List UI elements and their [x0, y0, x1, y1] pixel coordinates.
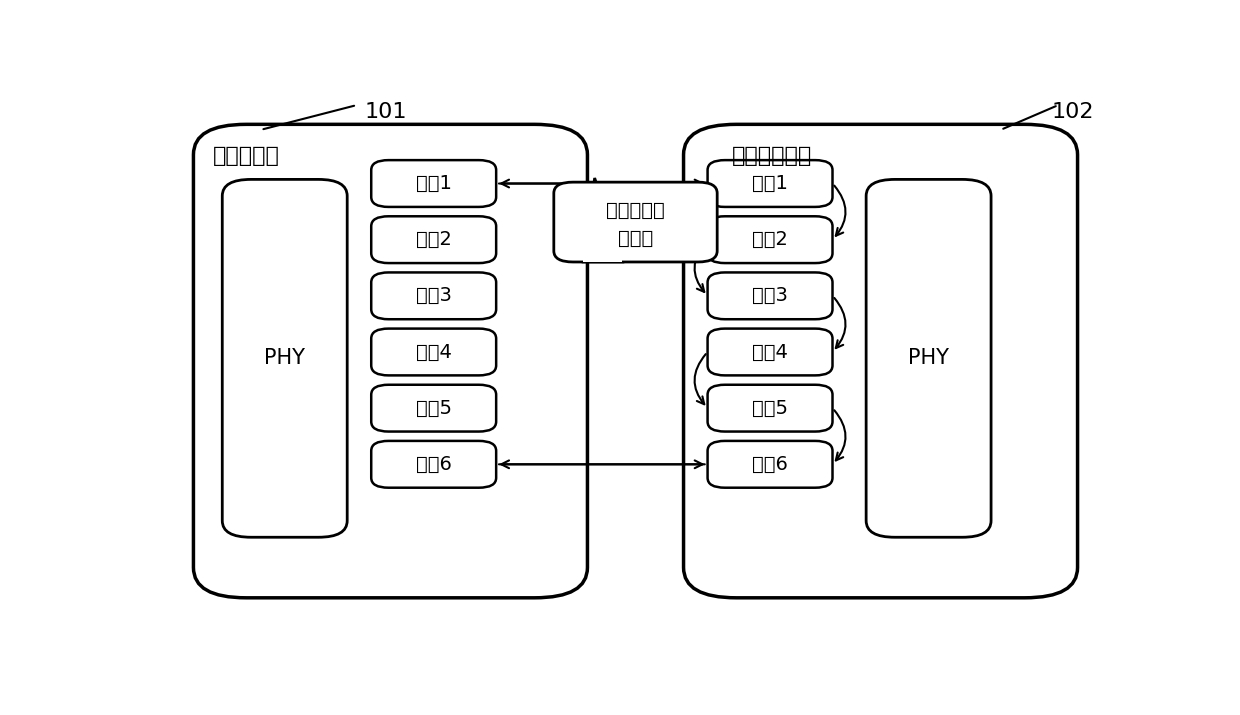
Text: 端口6: 端口6: [753, 455, 787, 474]
FancyBboxPatch shape: [371, 272, 496, 319]
Text: PHY: PHY: [908, 348, 949, 368]
FancyArrowPatch shape: [835, 186, 846, 236]
FancyArrowPatch shape: [694, 354, 706, 404]
FancyBboxPatch shape: [708, 329, 832, 375]
Text: 端口1: 端口1: [415, 174, 451, 193]
FancyBboxPatch shape: [708, 385, 832, 432]
FancyBboxPatch shape: [371, 329, 496, 375]
FancyArrowPatch shape: [694, 242, 706, 292]
Text: 线缆或光纤: 线缆或光纤: [606, 201, 665, 220]
Text: 端口1: 端口1: [753, 174, 787, 193]
Text: 端口3: 端口3: [415, 286, 451, 305]
FancyBboxPatch shape: [554, 182, 717, 262]
Text: 网络测试仳: 网络测试仳: [213, 147, 279, 167]
FancyBboxPatch shape: [371, 385, 496, 432]
Text: 端口2: 端口2: [753, 230, 787, 250]
FancyBboxPatch shape: [708, 160, 832, 207]
Text: 端口2: 端口2: [415, 230, 451, 250]
FancyBboxPatch shape: [708, 441, 832, 488]
Text: 101: 101: [365, 102, 407, 122]
FancyBboxPatch shape: [866, 179, 991, 537]
FancyBboxPatch shape: [708, 216, 832, 263]
FancyBboxPatch shape: [193, 124, 588, 598]
Text: 端口3: 端口3: [753, 286, 787, 305]
Text: 端口5: 端口5: [751, 399, 789, 418]
Text: 被测网络设备: 被测网络设备: [732, 147, 812, 167]
FancyBboxPatch shape: [222, 179, 347, 537]
Bar: [583, 260, 622, 262]
Text: PHY: PHY: [264, 348, 305, 368]
Text: 光模块: 光模块: [618, 229, 653, 247]
Text: 端口4: 端口4: [753, 342, 787, 362]
Text: 端口4: 端口4: [415, 342, 451, 362]
Text: 端口5: 端口5: [415, 399, 451, 418]
Text: 端口6: 端口6: [415, 455, 451, 474]
FancyBboxPatch shape: [371, 160, 496, 207]
FancyBboxPatch shape: [371, 441, 496, 488]
Text: 102: 102: [1052, 102, 1094, 122]
FancyBboxPatch shape: [371, 216, 496, 263]
FancyBboxPatch shape: [683, 124, 1078, 598]
FancyBboxPatch shape: [708, 272, 832, 319]
FancyArrowPatch shape: [835, 298, 846, 348]
FancyArrowPatch shape: [835, 410, 846, 460]
Polygon shape: [583, 178, 622, 262]
